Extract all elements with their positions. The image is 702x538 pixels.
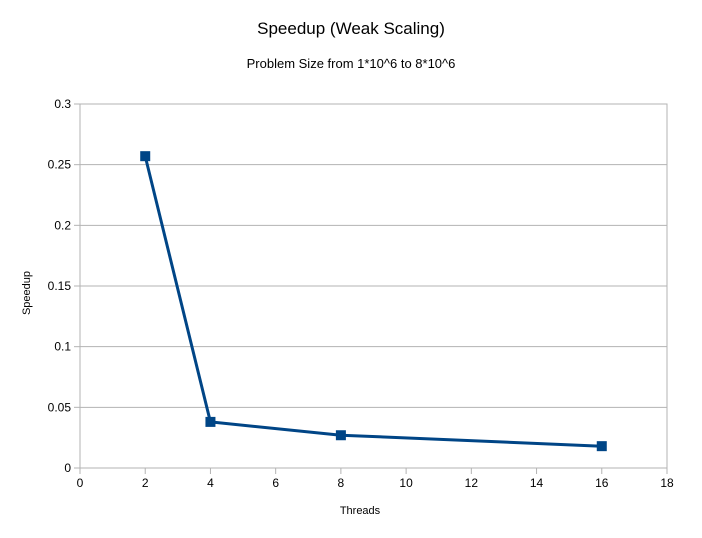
chart-subtitle: Problem Size from 1*10^6 to 8*10^6 (247, 56, 456, 71)
x-tick-label: 12 (465, 476, 479, 490)
y-tick-label: 0.2 (54, 218, 71, 232)
x-tick-label: 2 (142, 476, 149, 490)
y-tick-label: 0 (64, 461, 71, 475)
x-tick-label: 14 (530, 476, 544, 490)
ticks-layer: 0 0.05 0.1 0.15 0.2 0.25 0.3 0 2 4 6 8 10 12 14 16 18 (48, 97, 674, 490)
data-point-marker (140, 151, 151, 162)
x-tick-label: 16 (595, 476, 609, 490)
y-tick-label: 0.15 (48, 279, 72, 293)
series-layer (140, 151, 607, 452)
x-tick-label: 4 (207, 476, 214, 490)
series-line (143, 154, 604, 448)
y-tick-label: 0.1 (54, 340, 71, 354)
x-tick-label: 6 (272, 476, 279, 490)
chart-title: Speedup (Weak Scaling) (257, 19, 445, 38)
y-axis-label: Speedup (21, 271, 33, 315)
data-point-marker (205, 416, 216, 427)
x-tick-label: 8 (338, 476, 345, 490)
x-tick-label: 10 (399, 476, 413, 490)
x-tick-label: 18 (660, 476, 674, 490)
data-point-marker (596, 441, 607, 452)
y-tick-label: 0.25 (48, 158, 72, 172)
x-axis-label: Threads (340, 505, 381, 517)
y-tick-label: 0.3 (54, 97, 71, 111)
x-tick-label: 0 (77, 476, 84, 490)
data-point-marker (335, 430, 346, 441)
y-tick-label: 0.05 (48, 400, 72, 414)
